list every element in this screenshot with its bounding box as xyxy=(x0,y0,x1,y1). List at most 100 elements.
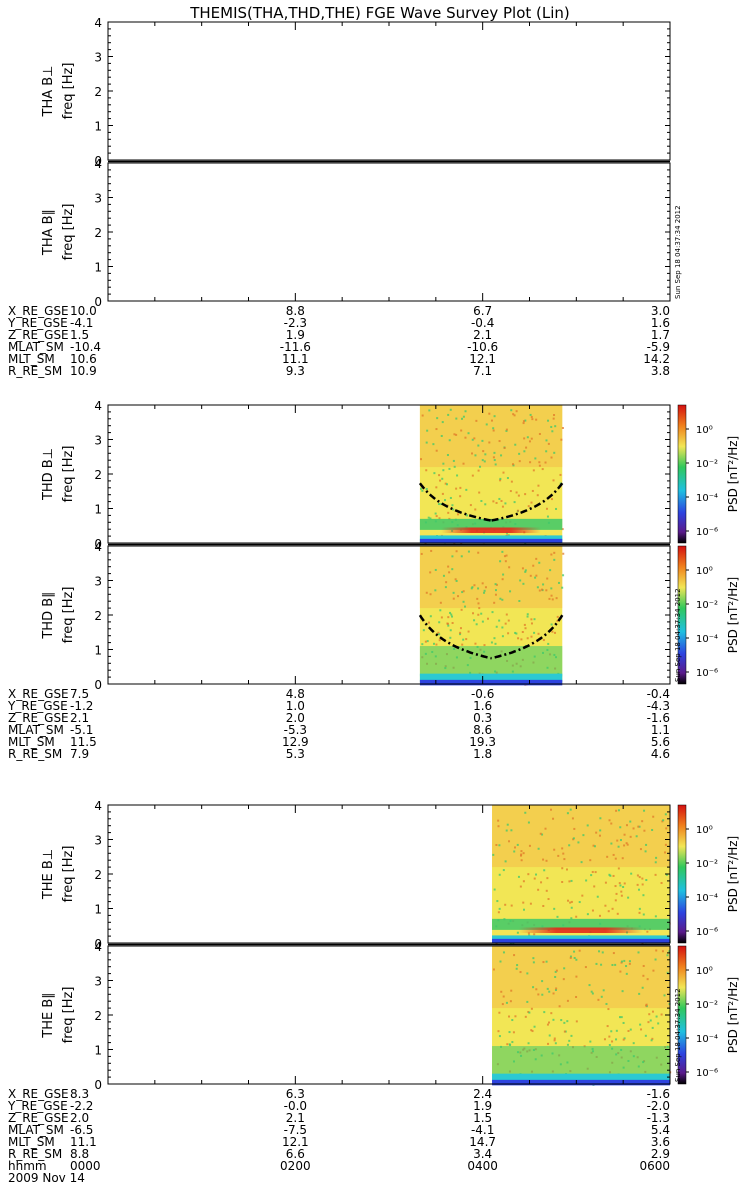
spectral-speckle xyxy=(617,867,620,870)
spectral-speckle xyxy=(570,879,573,882)
spectral-speckle xyxy=(433,472,436,475)
spectral-speckle xyxy=(501,635,504,638)
ephemeris-label: X_RE_GSE xyxy=(8,1087,69,1101)
ephemeris-label: Z_RE_GSE xyxy=(8,328,69,342)
spectral-speckle xyxy=(465,514,468,517)
spectral-speckle xyxy=(522,901,525,904)
spectral-speckle xyxy=(510,904,513,907)
spectral-speckle xyxy=(532,564,535,567)
spectral-speckle xyxy=(455,433,458,436)
colorbar-tick-label: 10⁰ xyxy=(696,966,713,977)
cyclotron-curve-right xyxy=(490,614,564,660)
spectral-speckle xyxy=(501,598,504,601)
spectral-speckle xyxy=(598,950,601,953)
ytick-label: 0 xyxy=(94,537,102,551)
spectral-speckle xyxy=(502,573,505,576)
spectral-speckle xyxy=(620,890,623,893)
spectral-speckle xyxy=(508,840,511,843)
spectrogram-panel-tha-perp: 0 1 2 3 4 THA B⊥ freq [Hz] xyxy=(41,16,671,168)
spectral-speckle xyxy=(643,809,646,812)
spectral-speckle xyxy=(642,894,645,897)
spectral-speckle xyxy=(519,971,522,974)
spectral-speckle xyxy=(530,622,533,625)
spectral-speckle xyxy=(619,826,622,829)
spectral-speckle xyxy=(494,589,497,592)
ephemeris-value: 5.3 xyxy=(286,747,305,761)
spectral-speckle xyxy=(456,474,459,477)
band-blue xyxy=(419,538,563,543)
spectral-speckle xyxy=(440,503,443,506)
spectral-speckle xyxy=(499,597,502,600)
spectral-speckle xyxy=(641,986,644,989)
spectral-speckle xyxy=(623,882,626,885)
spectral-speckle xyxy=(438,517,441,520)
spectral-speckle xyxy=(475,623,478,626)
spectral-speckle xyxy=(595,831,598,834)
spectral-speckle xyxy=(530,635,533,638)
spectral-speckle xyxy=(430,549,433,552)
high-freq-power xyxy=(419,405,563,468)
spectral-speckle xyxy=(462,638,465,641)
spectral-speckle xyxy=(519,579,522,582)
spectral-speckle xyxy=(509,590,512,593)
spectral-speckle xyxy=(522,852,525,855)
colorbar-label: PSD [nT²/Hz] xyxy=(726,436,740,512)
spectral-speckle xyxy=(570,1034,573,1037)
spectral-speckle xyxy=(593,885,596,888)
ytick-label: 3 xyxy=(94,834,102,848)
spectral-speckle xyxy=(562,978,565,981)
spectral-speckle xyxy=(527,505,530,508)
spectral-speckle xyxy=(506,534,509,537)
spectral-speckle xyxy=(496,900,499,903)
spectral-speckle xyxy=(444,499,447,502)
spectral-speckle xyxy=(553,848,556,851)
spectral-speckle xyxy=(553,451,556,454)
spectral-speckle xyxy=(498,844,501,847)
spectral-speckle xyxy=(552,479,555,482)
ephemeris-value: 1.9 xyxy=(286,328,305,342)
spectral-speckle xyxy=(519,885,522,888)
spectral-speckle xyxy=(514,846,517,849)
spectral-speckle xyxy=(664,813,667,816)
ytick-label: 0 xyxy=(94,678,102,692)
ephemeris-label: MLT_SM xyxy=(8,1135,55,1149)
spectral-speckle xyxy=(497,819,500,822)
time-tick-label: 0000 xyxy=(70,1159,101,1173)
spectral-speckle xyxy=(550,587,553,590)
spectral-speckle xyxy=(432,443,435,446)
spectral-speckle xyxy=(533,618,536,621)
spectral-speckle xyxy=(570,917,573,920)
colorbar-tick-label: 10⁻² xyxy=(696,459,718,470)
spectral-speckle xyxy=(548,1021,551,1024)
spectral-speckle xyxy=(506,477,509,480)
spectral-speckle xyxy=(526,972,529,975)
spectral-speckle xyxy=(495,942,498,945)
spectral-speckle xyxy=(529,574,532,577)
spectral-speckle xyxy=(607,1008,610,1011)
spectral-speckle xyxy=(536,494,539,497)
spectral-speckle xyxy=(606,1025,609,1028)
ytick-label: 4 xyxy=(94,157,102,171)
spectral-speckle xyxy=(566,812,569,815)
spectral-speckle xyxy=(484,586,487,589)
ephemeris-value: 8.3 xyxy=(70,1087,89,1101)
spectral-speckle xyxy=(518,599,521,602)
ephemeris-label: Y_RE_GSE xyxy=(7,699,68,713)
ephemeris-value: 2.0 xyxy=(286,711,305,725)
spectral-speckle xyxy=(545,450,548,453)
spectral-speckle xyxy=(601,951,604,954)
spectral-speckle xyxy=(617,809,620,812)
spectral-speckle xyxy=(429,517,432,520)
spectral-speckle xyxy=(448,467,451,470)
ephemeris-label: Y_RE_GSE xyxy=(7,316,68,330)
spectral-speckle xyxy=(474,642,477,645)
spectral-speckle xyxy=(554,631,557,634)
spectral-speckle xyxy=(639,1023,642,1026)
ephemeris-value: -4.1 xyxy=(70,316,93,330)
spectral-speckle xyxy=(605,1002,608,1005)
spectral-speckle xyxy=(498,440,501,443)
ephemeris-value: -0.0 xyxy=(284,1099,307,1113)
spectral-speckle xyxy=(450,613,453,616)
spectral-speckle xyxy=(420,458,423,461)
spectral-speckle xyxy=(545,507,548,510)
